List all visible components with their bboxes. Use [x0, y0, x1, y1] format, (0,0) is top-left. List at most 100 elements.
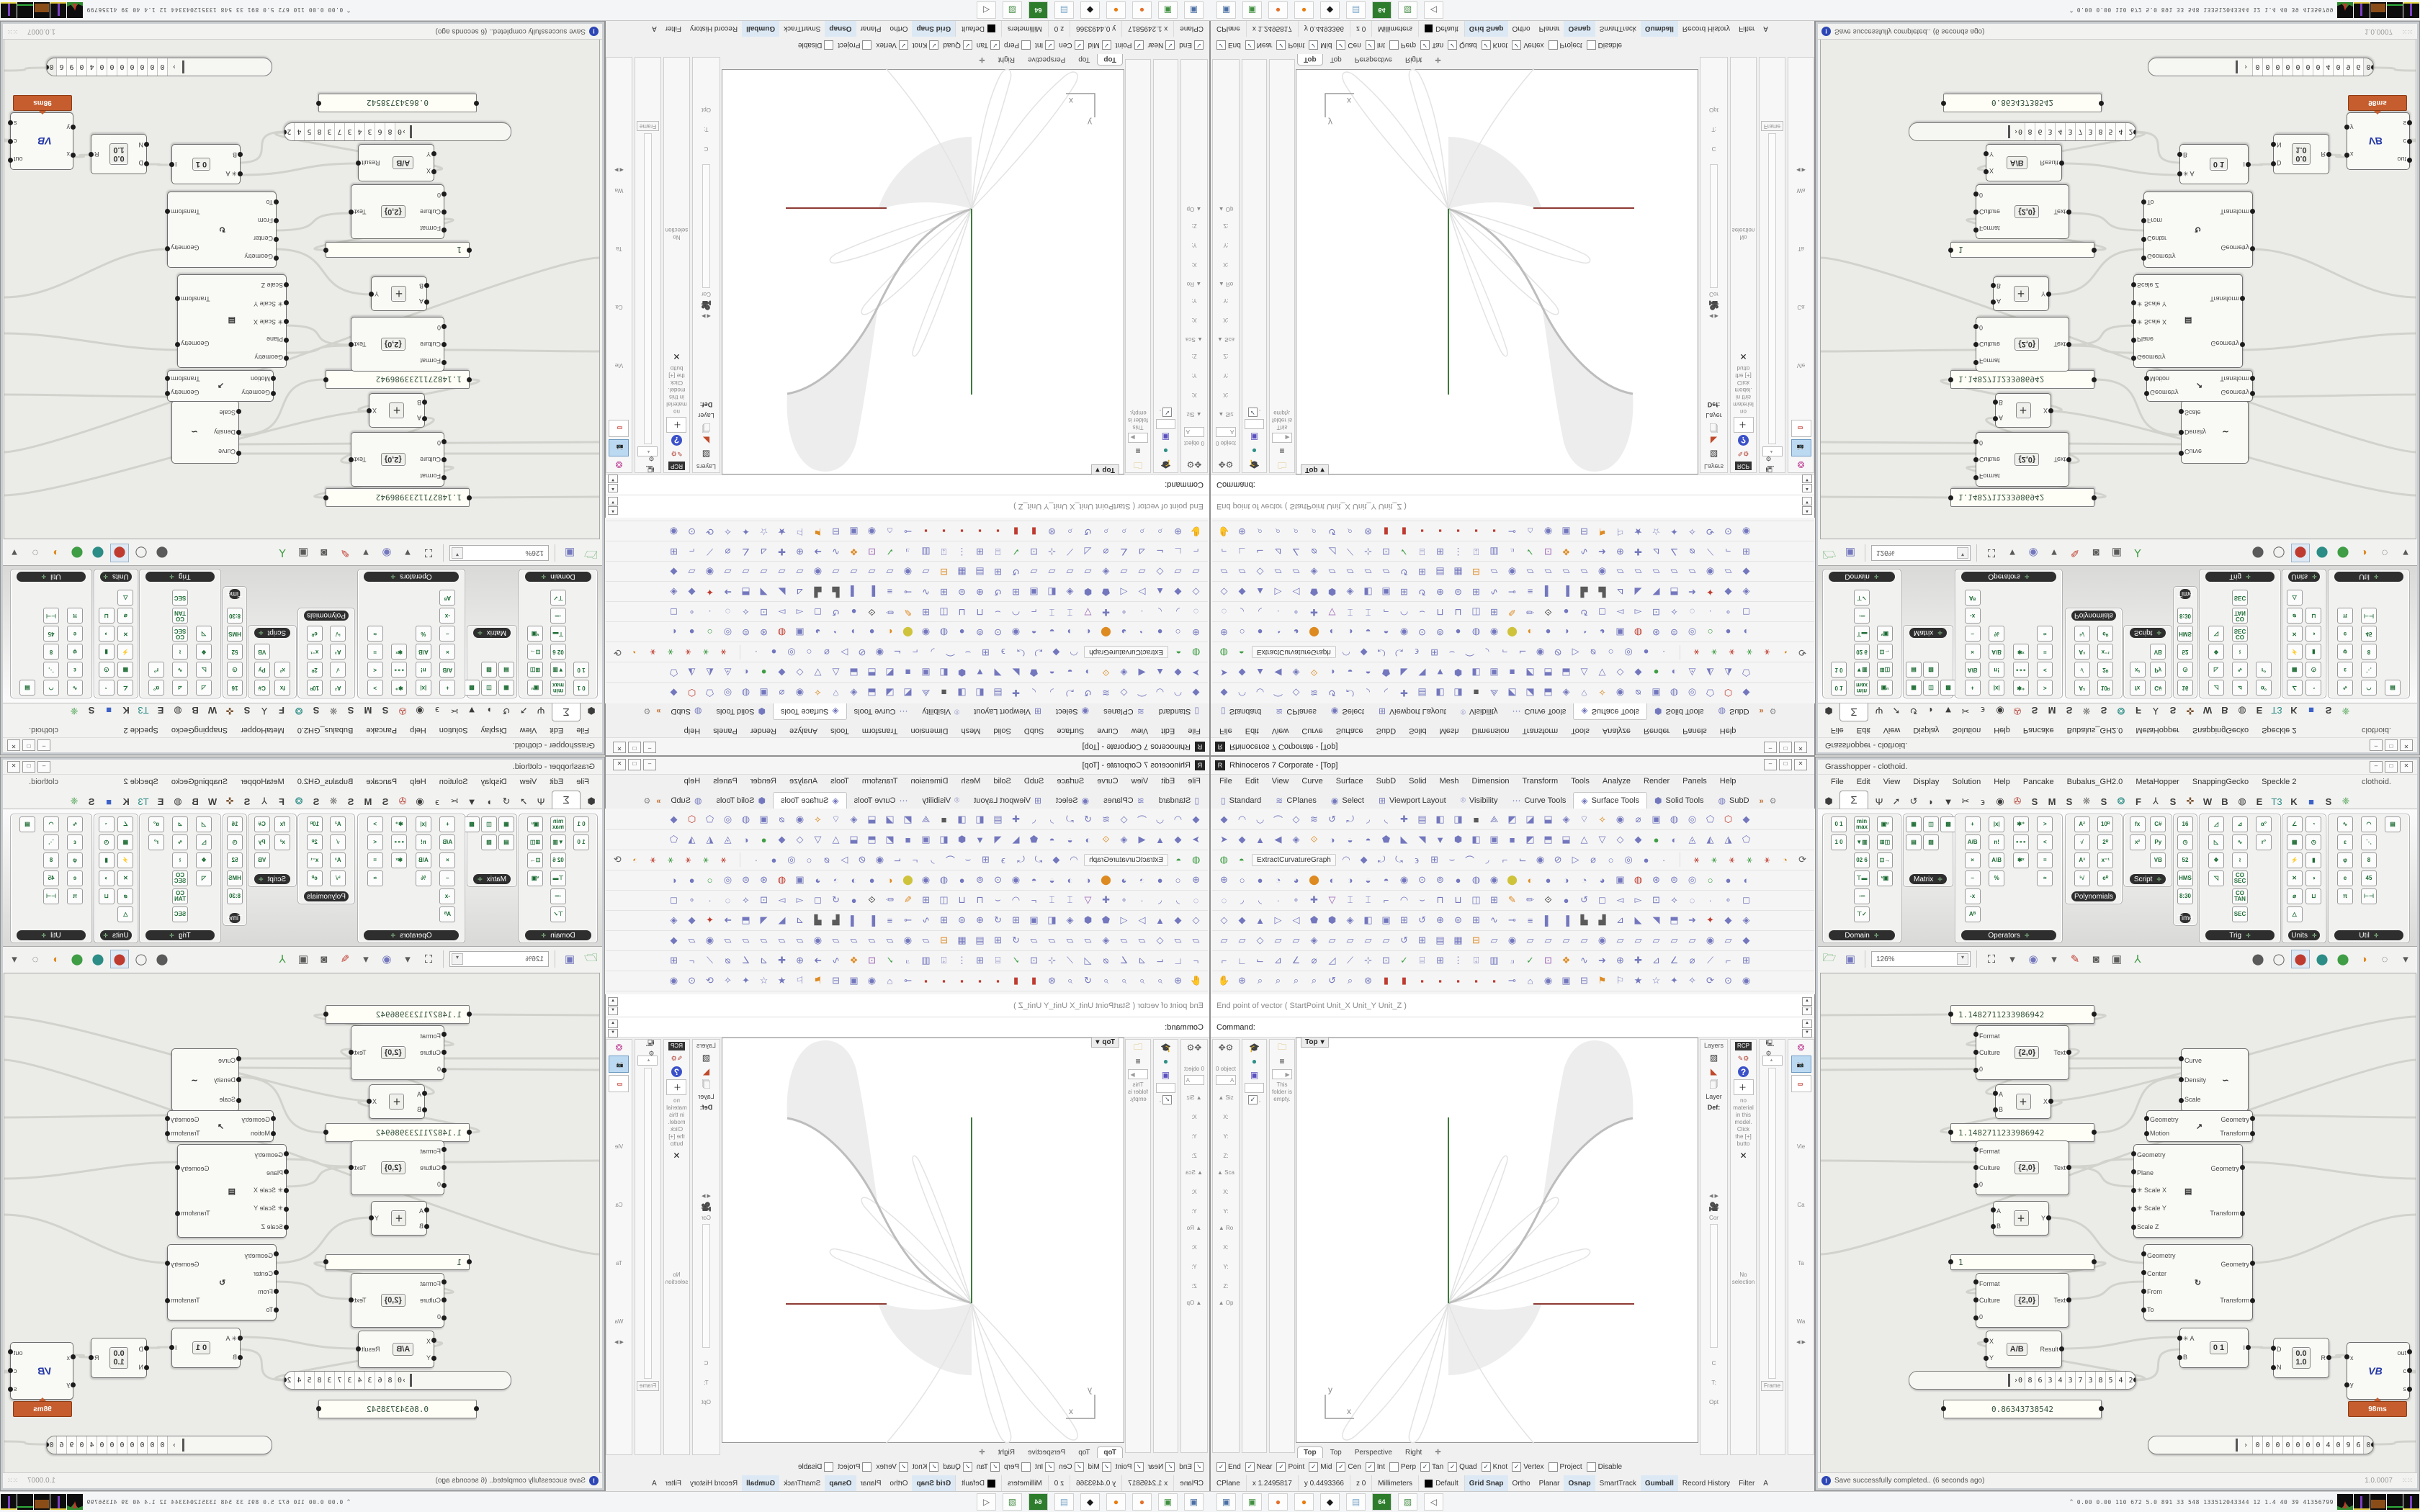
- input-port-label[interactable]: Y: [1989, 150, 1994, 158]
- gh-component-button[interactable]: √: [2074, 834, 2090, 850]
- toolbar-icon[interactable]: ⌶: [1049, 894, 1055, 905]
- toolbar-tab-select[interactable]: ◉ Select: [1324, 703, 1371, 719]
- toolbar-icon[interactable]: ➜: [814, 955, 822, 966]
- toolbar-icon[interactable]: ⌙: [893, 647, 902, 658]
- toolbar-icon[interactable]: ◪: [885, 688, 895, 698]
- gear-icon[interactable]: ⚙: [1769, 706, 1777, 715]
- gh-component-button[interactable]: ∘∘∘: [391, 834, 408, 850]
- toolbar-icon[interactable]: ◫: [939, 607, 949, 618]
- toolbar-icon[interactable]: ⊿: [796, 914, 804, 925]
- toolbar-icon[interactable]: ⌒: [1465, 646, 1475, 657]
- gh-component-button[interactable]: ∘∘∘: [391, 662, 408, 678]
- extract-curvature-graph-button[interactable]: ExtractCurvatureGraph: [1084, 853, 1168, 866]
- toolbar-icon[interactable]: ◨: [1453, 688, 1463, 698]
- toolbar-icon[interactable]: ⌸: [995, 955, 1001, 966]
- toolbar-icon[interactable]: ⟐: [1310, 834, 1318, 845]
- gh-tab-icon[interactable]: ✜: [225, 706, 234, 716]
- toolbar-icon[interactable]: ◆: [1634, 667, 1642, 678]
- port-dot[interactable]: [1948, 1130, 1953, 1135]
- toolbar-icon[interactable]: ⋮: [957, 546, 967, 557]
- gh-component-button[interactable]: ▩: [464, 680, 480, 696]
- toolbar-icon[interactable]: ⌕: [1103, 975, 1109, 986]
- gh-component-node[interactable]: Format Culture 0 {2,0} Text: [1973, 317, 2071, 372]
- gh-tab-icon[interactable]: F: [2136, 705, 2141, 716]
- right-dock-view[interactable]: ❂ 📷 ▭ Vie Ca Ta Wa ◀ ▶: [606, 57, 632, 473]
- menu-item-edit[interactable]: Edit: [1161, 726, 1175, 736]
- perf-graph-tile[interactable]: [2387, 2, 2403, 18]
- gh-panel-node[interactable]: 1: [1948, 1254, 2097, 1270]
- slider-track[interactable]: [181, 58, 272, 76]
- osnap-toggle-int[interactable]: ✓ Int: [1365, 1462, 1385, 1472]
- input-port-label[interactable]: X: [426, 1337, 431, 1345]
- output-port-label[interactable]: Geometry: [171, 1115, 200, 1123]
- menu-item-subd[interactable]: SubD: [1376, 726, 1397, 736]
- axis-tool-icon[interactable]: ⚹: [1747, 854, 1752, 865]
- axis-tool-icon[interactable]: ⚹: [1729, 647, 1735, 658]
- status-cell-4[interactable]: Millimeters: [1372, 1475, 1420, 1491]
- toolbar-icon[interactable]: ∠: [1119, 546, 1129, 557]
- gh-component-button[interactable]: ◺: [2208, 662, 2224, 678]
- toolbar-icon[interactable]: ▱: [1544, 935, 1552, 945]
- slider-digit[interactable]: 0: [97, 58, 107, 76]
- right-dock-view[interactable]: ❂ 📷 ▭ Vie Ca Ta Wa ◀ ▶: [1788, 57, 1814, 473]
- scroll-down-icon[interactable]: ▼: [1802, 1007, 1812, 1015]
- toolbar-icon[interactable]: ◈: [850, 688, 858, 698]
- osnap-toggle-vertex[interactable]: ✓ Vertex: [1512, 40, 1544, 50]
- scroll-down-icon[interactable]: ▼: [608, 1007, 618, 1015]
- gh-wire[interactable]: [2326, 153, 2350, 158]
- gh-component-button[interactable]: CO TAN: [172, 608, 188, 624]
- gh-component-button[interactable]: 8: [2361, 644, 2377, 660]
- toolbar-tab-surface-tools[interactable]: ◈ Surface Tools: [772, 703, 847, 720]
- status-cell-3[interactable]: z 0: [1350, 1475, 1373, 1491]
- toolbar-icon[interactable]: ◧: [1471, 667, 1481, 678]
- viewport-tab-top-active[interactable]: Top: [1097, 1446, 1123, 1458]
- toolbar-icon[interactable]: ◞: [931, 854, 935, 865]
- toolbar-icon[interactable]: ⊹: [1364, 546, 1372, 557]
- gh-component-button[interactable]: r°: [2256, 834, 2272, 850]
- save-file-icon[interactable]: ▣: [564, 953, 575, 966]
- right-dock-display[interactable]: 🖳⚙ ▲ Frame: [635, 57, 661, 473]
- gh-canvas[interactable]: 1.1482711233986942 Format Culture 0 {2,0} Tex…: [4, 37, 600, 539]
- preview-wire-icon[interactable]: ◯: [2272, 546, 2285, 559]
- folder-icon[interactable]: 🗀: [1277, 1041, 1286, 1052]
- status-cell-2[interactable]: y 0.4493366: [1070, 21, 1122, 37]
- scroll-up-button[interactable]: ▲: [637, 446, 658, 456]
- toolbar-icon[interactable]: ⟁: [921, 688, 931, 698]
- port-dot[interactable]: [2407, 120, 2412, 126]
- toolbar-icon[interactable]: ⟋: [1706, 546, 1714, 557]
- save-file-icon[interactable]: ▣: [1845, 546, 1856, 559]
- gh-wire[interactable]: [441, 1159, 599, 1164]
- toolbar-icon[interactable]: ⌙: [893, 854, 902, 865]
- toolbar-icon[interactable]: ✧: [1688, 526, 1696, 537]
- canvas-zoom-select[interactable]: 126%: [449, 951, 549, 967]
- toolbar-icon[interactable]: ■: [941, 687, 947, 698]
- toolbar-icon[interactable]: ∙: [1140, 606, 1144, 618]
- scroll-up-button[interactable]: ▲: [1762, 1056, 1783, 1066]
- output-port-label[interactable]: Y: [2040, 290, 2045, 297]
- output-port-label[interactable]: Result: [2040, 159, 2058, 166]
- toolbar-icon[interactable]: ▽: [1084, 607, 1092, 618]
- status-toggle-ortho[interactable]: Ortho: [889, 24, 908, 33]
- port-dot[interactable]: [2144, 1130, 2149, 1136]
- toolbar-icon[interactable]: ⊕: [1192, 627, 1200, 638]
- toolbar-icon[interactable]: ▱: [1346, 567, 1354, 577]
- slider-digit[interactable]: 0: [2252, 1436, 2262, 1454]
- port-dot[interactable]: [442, 1147, 447, 1153]
- toolbar-icon[interactable]: ✚: [1400, 688, 1408, 698]
- port-dot[interactable]: [1948, 495, 1953, 500]
- menu-item-surface[interactable]: Surface: [1057, 726, 1085, 736]
- toolbar-icon[interactable]: ◧: [1363, 914, 1373, 925]
- output-port-label[interactable]: Text: [354, 456, 367, 463]
- toolbar-tab-standard[interactable]: ▯ Standard: [1214, 703, 1268, 719]
- gh-component-button[interactable]: ᵛ▣: [1877, 870, 1893, 886]
- scroll-up-icon[interactable]: ▲: [1802, 997, 1812, 1006]
- toolbar-icon[interactable]: ◔: [833, 626, 839, 638]
- status-toggle-gumball[interactable]: Gumball: [1640, 1475, 1678, 1491]
- toolbar-icon[interactable]: ◞: [931, 647, 935, 658]
- gh-component-button[interactable]: ⌀: [2286, 888, 2303, 904]
- scroll-buttons[interactable]: ◀ ▶: [1709, 313, 1718, 319]
- toolbar-tab-viewport-layout[interactable]: ⊞ Viewport Layout: [967, 703, 1049, 719]
- toolbar-icon[interactable]: ▣: [795, 627, 805, 638]
- gh-component-button[interactable]: =: [367, 644, 383, 660]
- input-port-label[interactable]: N: [138, 141, 144, 149]
